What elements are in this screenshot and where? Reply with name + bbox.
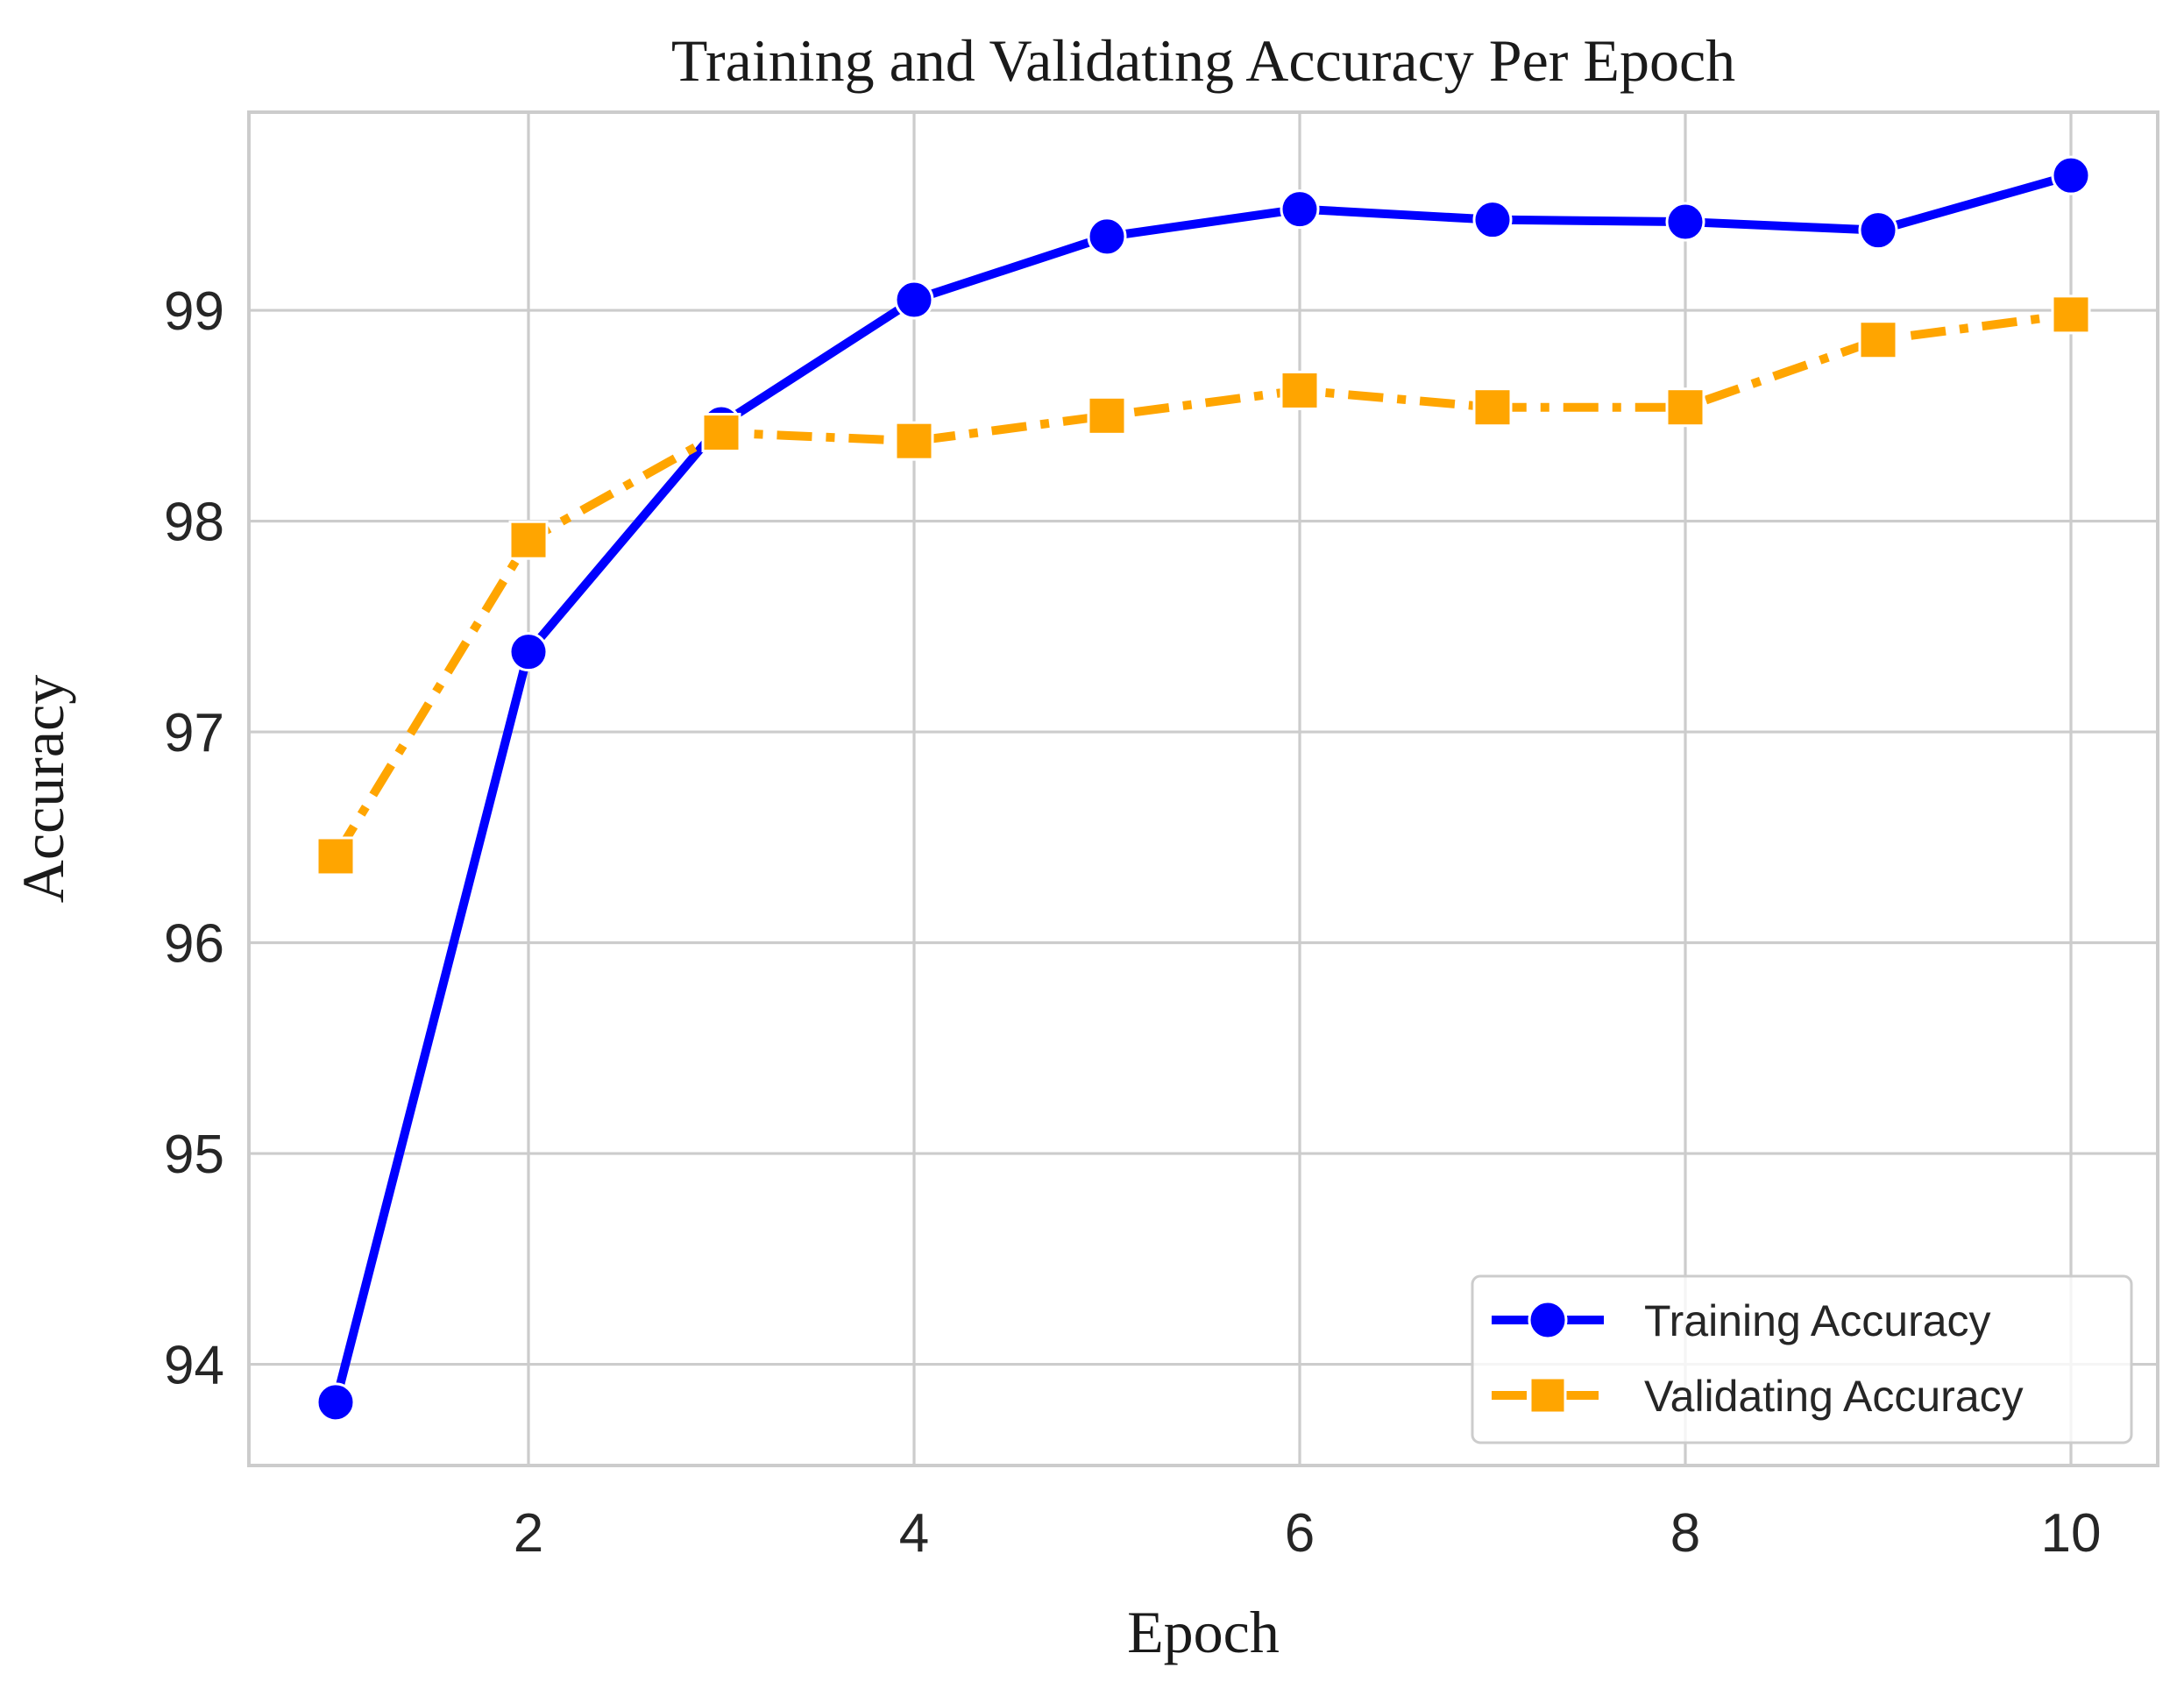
legend-label: Training Accuracy — [1644, 1296, 1991, 1345]
x-tick-label: 4 — [899, 1503, 929, 1564]
validating-accuracy-point — [701, 413, 741, 453]
validating-accuracy-point — [1280, 370, 1320, 410]
x-axis-label: Epoch — [1127, 1599, 1280, 1665]
training-accuracy-point — [1087, 216, 1127, 257]
y-tick-labels: 94 95 96 97 98 99 — [164, 281, 224, 1395]
legend-marker-swatch — [1528, 1300, 1568, 1340]
gridlines — [249, 112, 2158, 1465]
legend-entry: Training Accuracy — [1492, 1296, 1991, 1345]
data-series — [316, 155, 2091, 1423]
y-tick-label: 98 — [164, 493, 224, 553]
chart-title: Training and Validating Accuracy Per Epo… — [671, 27, 1735, 94]
y-tick-label: 94 — [164, 1336, 224, 1396]
training-accuracy-point — [316, 1382, 356, 1423]
validating-accuracy-point — [1472, 387, 1513, 428]
y-axis-label: Accuracy — [10, 675, 76, 903]
validating-accuracy-point — [316, 836, 356, 876]
y-tick-label: 96 — [164, 914, 224, 975]
x-tick-labels: 2 4 6 8 10 — [514, 1503, 2102, 1564]
legend-marker-swatch — [1528, 1376, 1567, 1415]
legend-box — [1471, 1274, 2133, 1444]
legend-label: Validating Accuracy — [1644, 1372, 2024, 1421]
training-accuracy-point — [2051, 155, 2091, 195]
validating-accuracy-point — [1858, 320, 1898, 360]
validating-accuracy-point — [1665, 387, 1705, 428]
training-accuracy-line — [331, 171, 2073, 1404]
training-accuracy-point — [1280, 189, 1320, 230]
y-tick-label: 97 — [164, 703, 224, 763]
x-tick-label: 2 — [514, 1503, 543, 1564]
plot-area-frame — [247, 110, 2159, 1467]
validating-accuracy-point — [894, 421, 934, 461]
legend: Training Accuracy Validating Accuracy — [1471, 1274, 2133, 1444]
training-accuracy-point — [508, 632, 549, 672]
training-accuracy-point — [1472, 200, 1513, 240]
validating-accuracy-point — [2051, 294, 2091, 335]
training-accuracy-point — [894, 280, 934, 320]
legend-entry: Validating Accuracy — [1492, 1372, 2024, 1421]
y-tick-label: 99 — [164, 281, 224, 342]
validating-accuracy-series — [316, 294, 2091, 876]
validating-accuracy-point — [1087, 395, 1127, 436]
legend-items: Training Accuracy Validating Accuracy — [1492, 1296, 2024, 1421]
validating-accuracy-point — [508, 520, 549, 560]
x-tick-label: 8 — [1670, 1503, 1700, 1564]
x-tick-label: 6 — [1285, 1503, 1315, 1564]
training-accuracy-point — [1858, 210, 1898, 251]
training-accuracy-point — [1665, 202, 1705, 242]
validating-accuracy-line — [331, 309, 2072, 859]
x-tick-label: 10 — [2041, 1503, 2102, 1564]
y-tick-label: 95 — [164, 1125, 224, 1185]
